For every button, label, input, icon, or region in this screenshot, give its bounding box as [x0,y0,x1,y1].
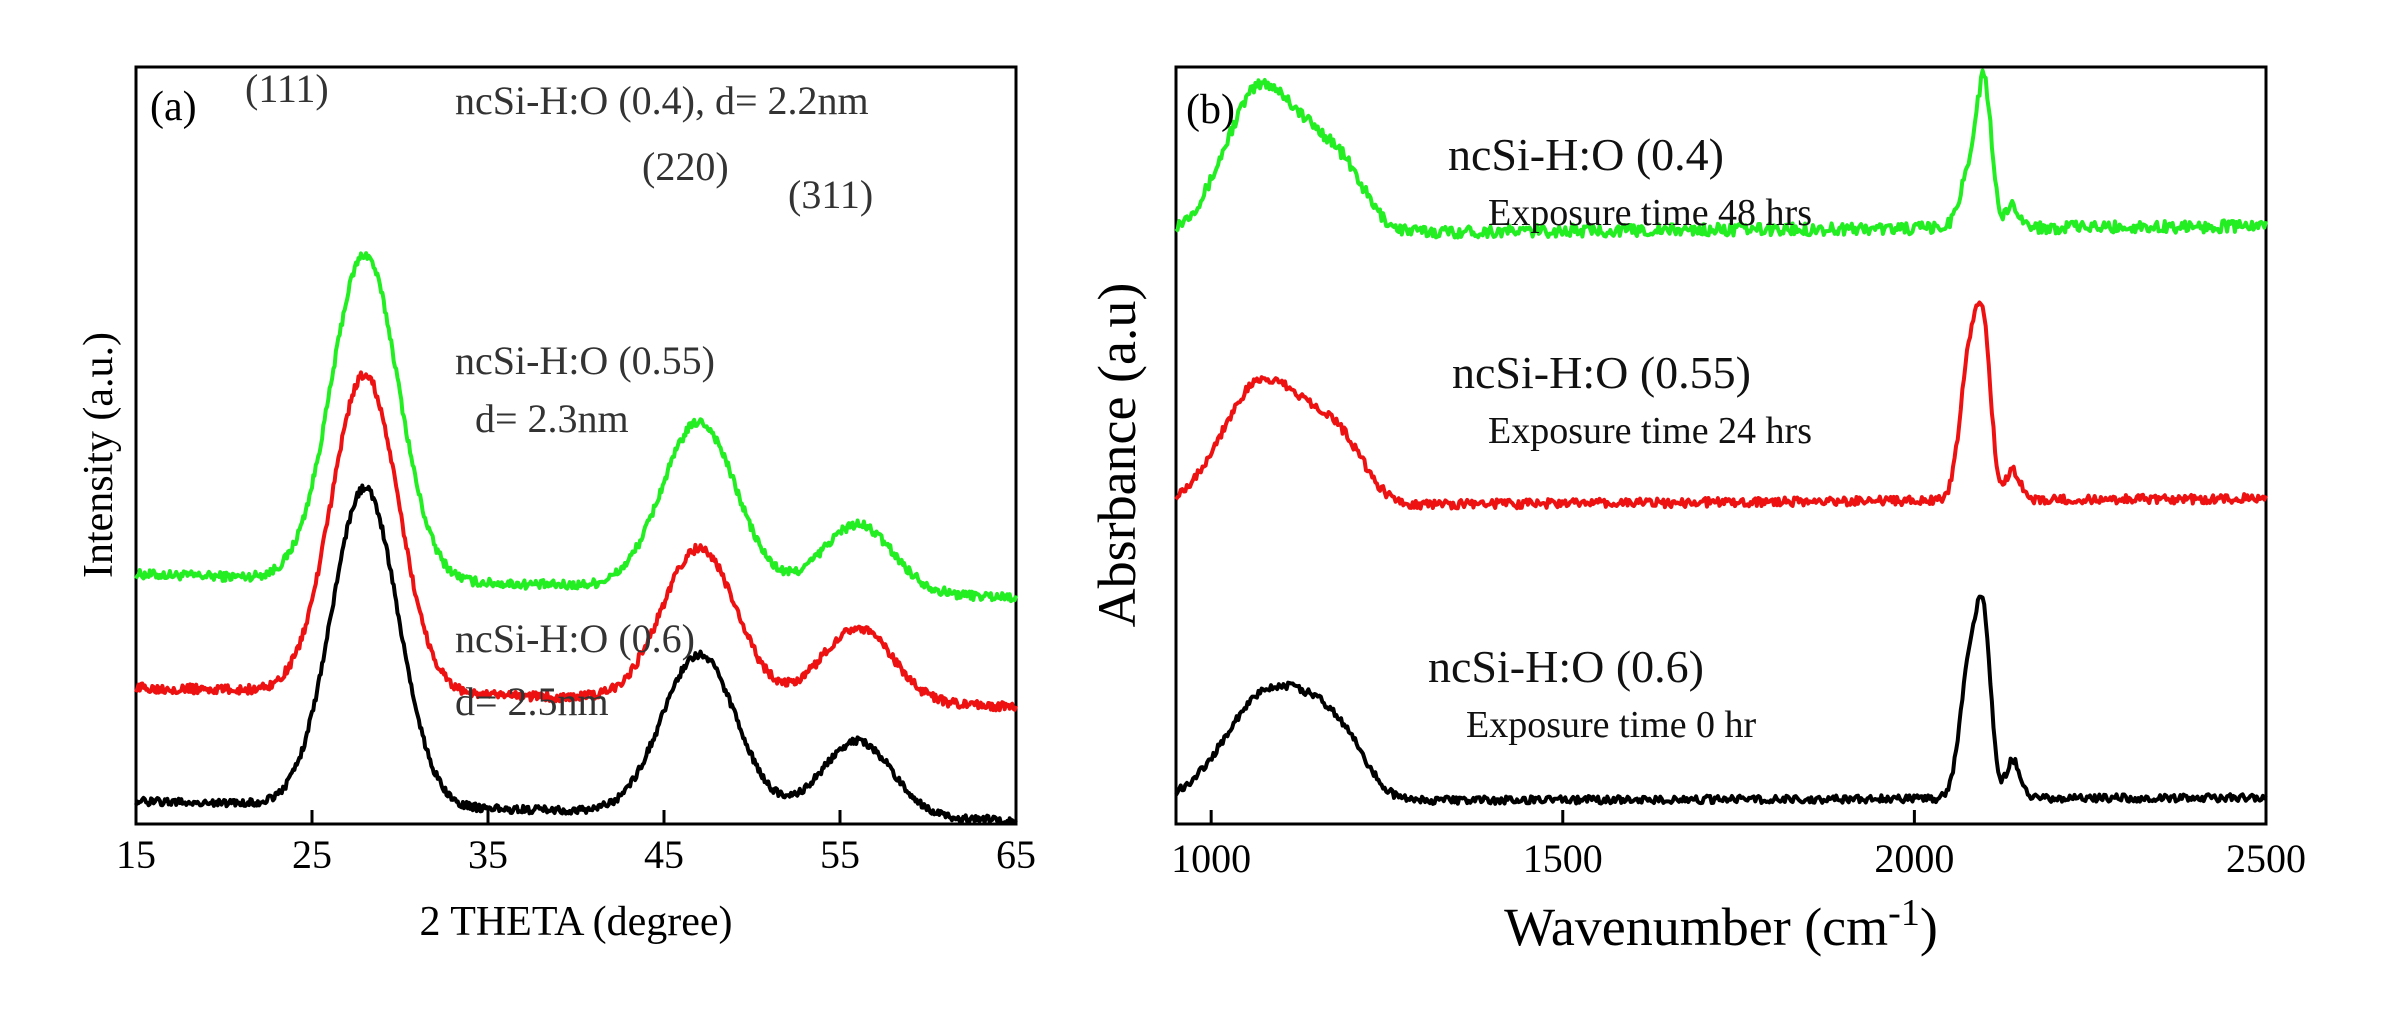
series-line-ncSi-H-O-0.55- [1174,300,2268,511]
x-tick-label: 55 [820,832,860,877]
panel-a-xrd-chart: 15 25 35 45 55 65 (a) (111) (220) (311) ncSi-… [76,65,1036,945]
panel-a-xlabel: 2 THETA (degree) [419,899,732,945]
x-tick-label: 1500 [1523,836,1603,881]
peak-label-311: (311) [788,172,873,217]
panel-b-plot-frame [1174,65,2268,826]
x-tick-label: 15 [116,832,156,877]
series-label-0.4-b: ncSi-H:O (0.4) [1448,129,1724,180]
series-label-0.6-a: ncSi-H:O (0.6) [455,616,695,661]
series-line-ncSi-H-O-0.4-d-2.2nm [134,251,1018,604]
series-line-ncSi-H-O-0.6- [1174,594,2268,806]
series-d-0.6-a: d= 2.5nm [455,679,609,724]
panel-b-ylabel: Absrbance (a.u) [1087,283,1147,628]
panel-b-xlabel: Wavenumber (cm-1) [1504,892,1938,957]
panel-b-ftir-chart: 1000 1500 2000 2500 (b) ncSi-H:O (0.4) Expo… [1087,65,2306,957]
panel-a-plot-frame [134,65,1018,826]
peak-label-111: (111) [245,66,329,111]
x-tick-label: 1000 [1171,836,1251,881]
panel-a-ylabel: Intensity (a.u.) [76,332,122,578]
panel-b-label: (b) [1186,87,1235,133]
series-line-ncSi-H-O-0.6- [134,483,1018,826]
panel-a-label: (a) [150,84,197,130]
series-d-0.55-a: d= 2.3nm [475,396,629,441]
series-label-0.6-b: ncSi-H:O (0.6) [1428,641,1704,692]
exposure-label-48: Exposure time 48 hrs [1488,192,1812,234]
x-tick-label: 35 [468,832,508,877]
series-label-0.55-b: ncSi-H:O (0.55) [1452,347,1751,398]
x-tick-label: 2500 [2226,836,2306,881]
x-tick-label: 65 [996,832,1036,877]
x-tick-label: 45 [644,832,684,877]
exposure-label-0: Exposure time 0 hr [1466,704,1757,746]
series-label-0.4-a: ncSi-H:O (0.4), d= 2.2nm [455,78,869,123]
x-tick-label: 25 [292,832,332,877]
exposure-label-24: Exposure time 24 hrs [1488,410,1812,452]
peak-label-220: (220) [642,144,729,189]
x-tick-label: 2000 [1874,836,1954,881]
series-line-ncSi-H-O-0.4- [1174,68,2268,240]
series-line-ncSi-H-O-0.55- [134,370,1018,713]
series-label-0.55-a: ncSi-H:O (0.55) [455,338,715,383]
